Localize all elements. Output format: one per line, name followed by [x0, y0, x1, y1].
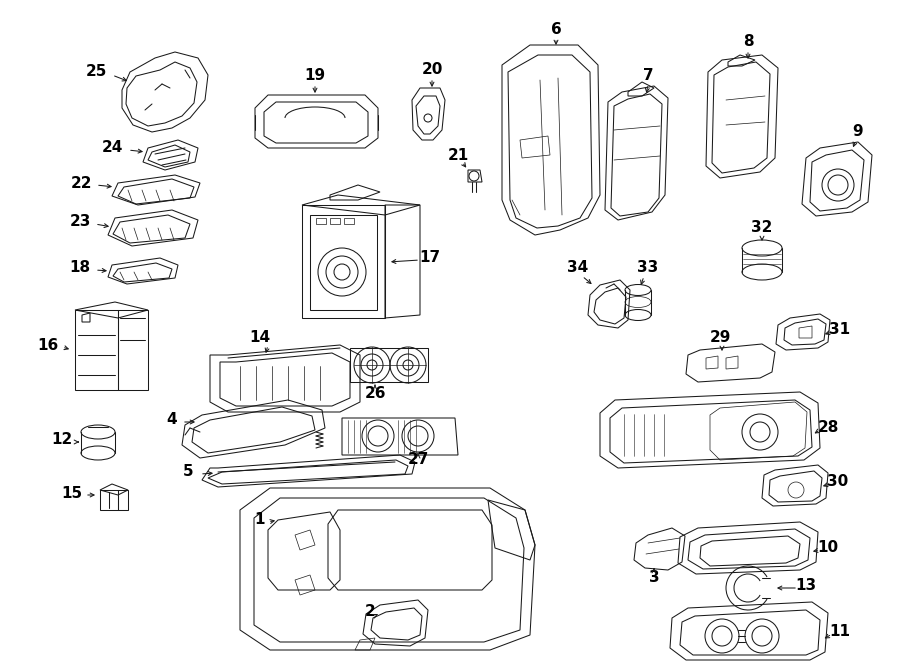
Text: 22: 22: [71, 176, 93, 190]
Text: 18: 18: [69, 260, 91, 276]
Text: 5: 5: [183, 465, 194, 479]
Text: 9: 9: [852, 124, 863, 139]
Text: 20: 20: [421, 63, 443, 77]
Text: 21: 21: [447, 147, 469, 163]
Text: 17: 17: [419, 251, 441, 266]
Text: 33: 33: [637, 260, 659, 276]
Text: 25: 25: [86, 65, 107, 79]
Text: 24: 24: [102, 141, 122, 155]
Text: 29: 29: [709, 330, 731, 346]
Text: 14: 14: [249, 330, 271, 346]
Text: 1: 1: [255, 512, 266, 527]
Text: 19: 19: [304, 69, 326, 83]
Text: 16: 16: [38, 338, 58, 352]
Text: 30: 30: [827, 475, 849, 490]
Text: 26: 26: [364, 385, 386, 401]
Text: 6: 6: [551, 22, 562, 38]
Text: 12: 12: [51, 432, 73, 447]
Text: 3: 3: [649, 570, 660, 586]
Text: 31: 31: [830, 323, 850, 338]
Text: 10: 10: [817, 541, 839, 555]
Text: 8: 8: [742, 34, 753, 50]
Text: 23: 23: [69, 215, 91, 229]
Text: 28: 28: [817, 420, 839, 436]
Text: 32: 32: [752, 221, 773, 235]
Text: 7: 7: [643, 69, 653, 83]
Text: 4: 4: [166, 412, 177, 428]
Text: 27: 27: [408, 453, 428, 467]
Text: 11: 11: [830, 625, 850, 639]
Text: 34: 34: [567, 260, 589, 276]
Text: 2: 2: [364, 605, 375, 619]
Text: 13: 13: [796, 578, 816, 594]
Text: 15: 15: [61, 485, 83, 500]
